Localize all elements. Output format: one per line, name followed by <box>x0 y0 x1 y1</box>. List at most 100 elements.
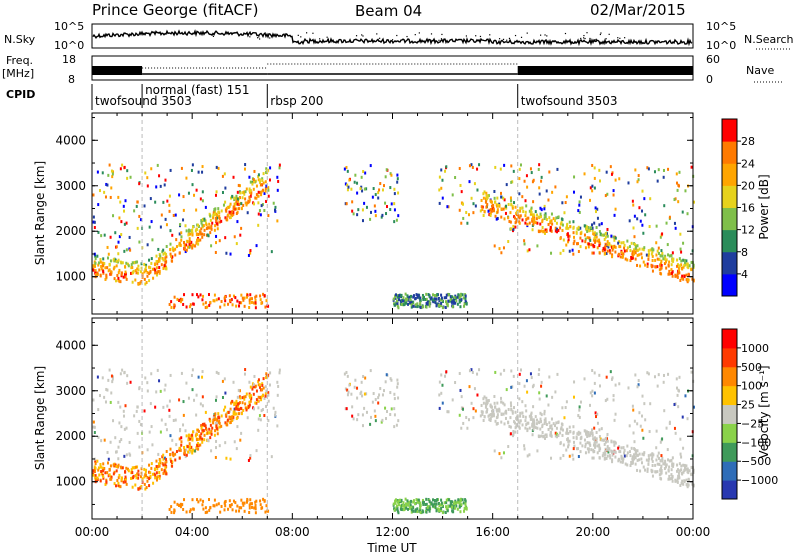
echo-cell <box>547 403 550 407</box>
echo-cell <box>172 249 175 253</box>
echo-cell <box>397 191 400 195</box>
echo-cell <box>473 182 476 186</box>
echo-cell <box>614 412 617 416</box>
echo-cell <box>577 414 580 418</box>
echo-cell <box>685 259 688 263</box>
echo-cell <box>264 394 267 398</box>
echo-cell <box>460 426 463 430</box>
echo-cell <box>254 196 257 200</box>
echo-cell <box>117 400 120 404</box>
echo-cell <box>257 175 260 179</box>
echo-cell <box>530 376 533 380</box>
echo-cell <box>634 451 637 455</box>
echo-cell <box>428 302 431 306</box>
echo-cell <box>543 231 546 235</box>
echo-cell <box>592 456 595 460</box>
echo-cell <box>390 407 393 411</box>
echo-cell <box>135 271 138 275</box>
echo-cell <box>524 419 527 423</box>
echo-cell <box>369 369 372 373</box>
echo-cell <box>262 172 265 176</box>
echo-cell <box>115 450 118 454</box>
echo-cell <box>234 207 237 211</box>
echo-cell <box>246 406 249 410</box>
echo-cell <box>377 401 380 405</box>
echo-cell <box>371 195 374 199</box>
echo-cell <box>670 473 673 477</box>
echo-cell <box>140 262 143 266</box>
echo-cell <box>195 188 198 192</box>
echo-cell <box>126 374 129 378</box>
echo-cell <box>195 227 198 231</box>
echo-cell <box>543 217 546 221</box>
echo-cell <box>238 509 241 513</box>
nsearch-tick-top: 10^5 <box>706 20 736 33</box>
echo-cell <box>614 250 617 254</box>
echo-cell <box>192 225 195 229</box>
echo-cell <box>468 369 471 373</box>
echo-cell <box>255 499 258 503</box>
echo-cell <box>251 385 254 389</box>
echo-cell <box>264 180 267 184</box>
echo-cell <box>435 502 438 506</box>
echo-cell <box>545 433 548 437</box>
echo-cell <box>193 398 196 402</box>
echo-cell <box>114 436 117 440</box>
echo-cell <box>407 501 410 505</box>
echo-cell <box>526 454 529 458</box>
echo-cell <box>240 506 243 510</box>
echo-cell <box>248 198 251 202</box>
echo-cell <box>461 293 464 297</box>
echo-cell <box>675 469 678 473</box>
echo-cell <box>232 294 235 298</box>
echo-cell <box>674 431 677 435</box>
echo-cell <box>397 511 400 515</box>
echo-cell <box>119 405 122 409</box>
echo-cell <box>456 507 459 511</box>
echo-cell <box>238 408 241 412</box>
echo-cell <box>490 200 493 204</box>
echo-cell <box>528 426 531 430</box>
echo-cell <box>472 211 475 215</box>
echo-cell <box>651 258 654 262</box>
echo-cell <box>192 243 195 247</box>
echo-cell <box>684 394 687 398</box>
echo-cell <box>400 498 403 502</box>
echo-cell <box>633 419 636 423</box>
echo-cell <box>254 503 257 507</box>
echo-cell <box>255 449 258 453</box>
echo-cell <box>254 295 257 299</box>
echo-cell <box>400 303 403 307</box>
echo-cell <box>131 485 134 489</box>
echo-cell <box>148 279 151 283</box>
echo-cell <box>102 476 105 480</box>
echo-cell <box>265 299 268 303</box>
echo-cell <box>224 200 227 204</box>
echo-cell <box>659 235 662 239</box>
echo-cell <box>444 511 447 515</box>
echo-cell <box>421 296 424 300</box>
echo-cell <box>221 379 224 383</box>
echo-cell <box>224 504 227 508</box>
echo-cell <box>191 163 194 167</box>
echo-cell <box>481 205 484 209</box>
echo-cell <box>480 198 483 202</box>
echo-cell <box>119 465 122 469</box>
echo-cell <box>592 437 595 441</box>
echo-cell <box>134 269 137 273</box>
echo-cell <box>459 499 462 503</box>
echo-cell <box>136 472 139 476</box>
echo-cell <box>612 245 615 249</box>
echo-cell <box>197 170 200 174</box>
echo-cell <box>519 209 522 213</box>
freq-label-2: [MHz] <box>2 67 34 80</box>
echo-cell <box>262 497 265 501</box>
echo-cell <box>584 237 587 241</box>
echo-cell <box>155 478 158 482</box>
echo-cell <box>620 456 623 460</box>
echo-cell <box>485 396 488 400</box>
echo-cell <box>537 167 540 171</box>
echo-cell <box>108 368 111 372</box>
echo-cell <box>267 391 270 395</box>
echo-cell <box>518 397 521 401</box>
